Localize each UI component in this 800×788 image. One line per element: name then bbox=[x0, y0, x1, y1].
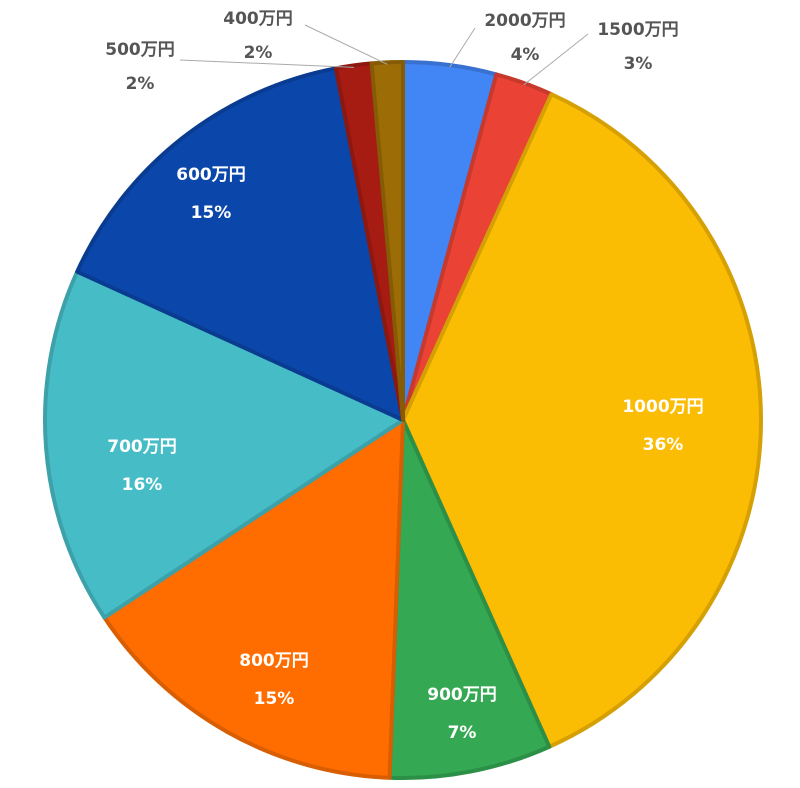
slice-percent-2: 36% bbox=[643, 435, 684, 455]
slice-percent-8: 2% bbox=[244, 43, 273, 63]
slice-percent-0: 4% bbox=[511, 45, 540, 65]
slice-2 bbox=[401, 92, 763, 749]
leader-line-0 bbox=[449, 27, 476, 68]
slice-label-4: 800万円 bbox=[239, 651, 309, 671]
slice-label-0: 2000万円 bbox=[484, 11, 565, 31]
slice-percent-3: 7% bbox=[448, 723, 477, 743]
leader-line-8 bbox=[304, 24, 388, 65]
slice-percent-5: 16% bbox=[122, 475, 163, 495]
slice-percent-1: 3% bbox=[624, 54, 653, 74]
labels-layer: 2000万円 4% 1500万円 3% 1000万円 36% 900万円 7% 800万円 15%… bbox=[105, 9, 703, 743]
slice-3 bbox=[387, 418, 552, 781]
slice-label-5: 700万円 bbox=[107, 437, 177, 457]
leader-lines-layer bbox=[179, 24, 589, 86]
slice-6 bbox=[75, 66, 405, 422]
slice-5 bbox=[43, 269, 405, 620]
slice-4 bbox=[102, 418, 405, 780]
leader-line-1 bbox=[523, 33, 589, 86]
slices-layer bbox=[43, 59, 763, 781]
slice-label-3: 900万円 bbox=[427, 685, 497, 705]
leader-line-7 bbox=[179, 59, 354, 68]
slice-percent-6: 15% bbox=[191, 203, 232, 223]
slice-label-6: 600万円 bbox=[176, 165, 246, 185]
slice-label-7: 500万円 bbox=[105, 40, 175, 60]
slice-label-2: 1000万円 bbox=[622, 397, 703, 417]
slice-label-1: 1500万円 bbox=[597, 20, 678, 40]
slice-percent-4: 15% bbox=[254, 689, 295, 709]
slice-percent-7: 2% bbox=[126, 74, 155, 94]
slice-8 bbox=[369, 59, 405, 422]
slice-label-8: 400万円 bbox=[223, 9, 293, 29]
